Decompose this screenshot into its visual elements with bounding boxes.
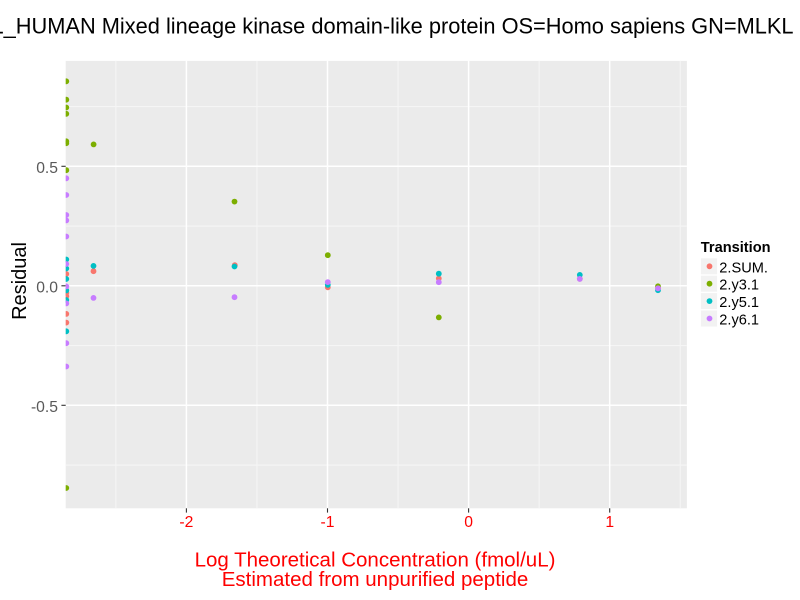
svg-text:0.5: 0.5 (36, 160, 58, 177)
svg-text:2.SUM.: 2.SUM. (719, 260, 768, 276)
svg-text:-0.5: -0.5 (31, 399, 58, 416)
svg-text:2.y3.1: 2.y3.1 (719, 278, 759, 294)
svg-text:2.y6.1: 2.y6.1 (719, 313, 759, 329)
svg-text:Estimated from unpurified pept: Estimated from unpurified peptide (222, 568, 529, 591)
svg-text:Transition: Transition (701, 240, 771, 256)
svg-text:0: 0 (464, 514, 473, 531)
svg-text:MLKL_HUMAN Mixed lineage kinas: MLKL_HUMAN Mixed lineage kinase domain-l… (0, 14, 794, 39)
svg-text:0.0: 0.0 (36, 280, 58, 297)
svg-text:1: 1 (605, 514, 614, 531)
svg-text:-2: -2 (179, 514, 193, 531)
svg-text:Log Theoretical Concentration: Log Theoretical Concentration (fmol/uL) (195, 548, 556, 571)
svg-text:2.y5.1: 2.y5.1 (719, 295, 759, 311)
svg-text:Residual: Residual (9, 242, 31, 320)
svg-text:-1: -1 (321, 514, 335, 531)
